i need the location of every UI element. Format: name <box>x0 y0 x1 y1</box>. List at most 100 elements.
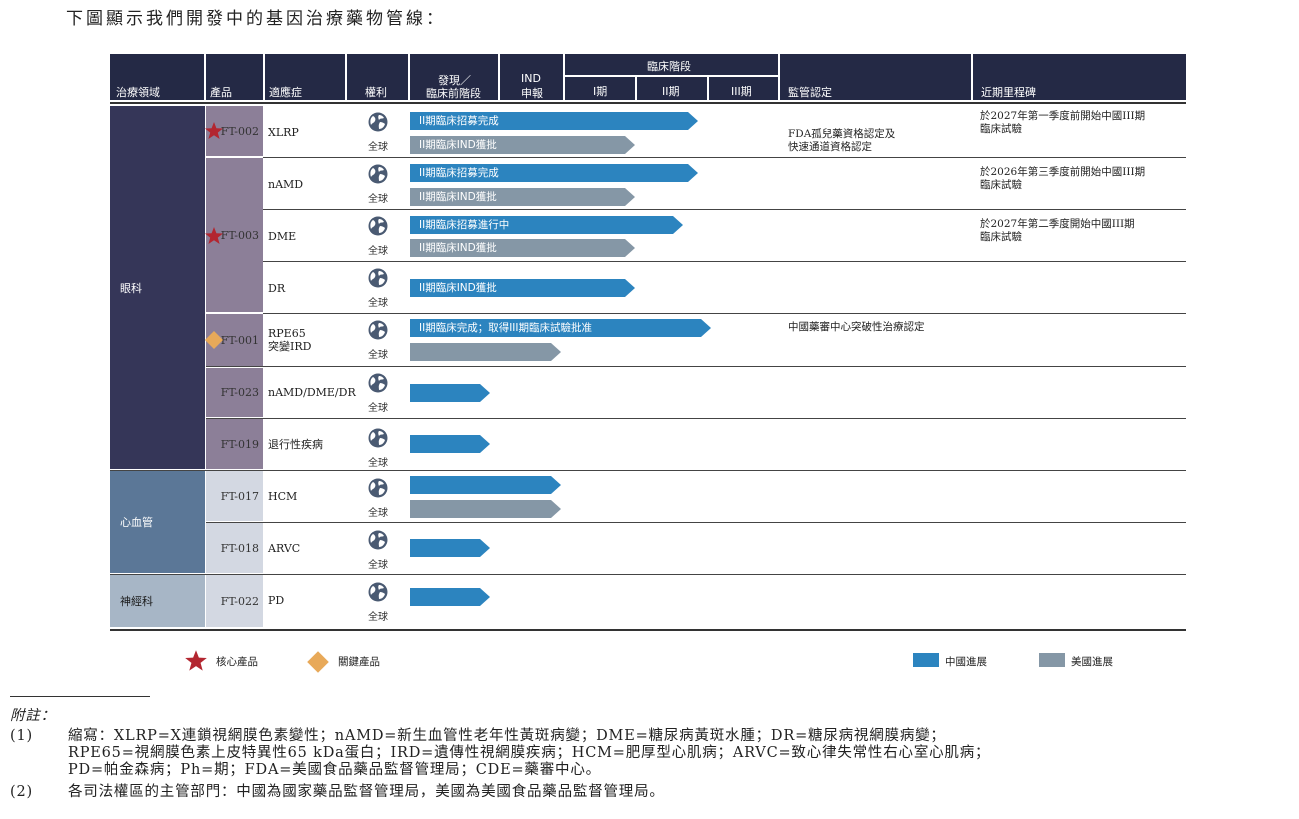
header-phase2: II期 <box>637 77 707 100</box>
rights-label: 全球 <box>368 298 388 309</box>
note-line: PD=帕金森病；Ph=期；FDA=美國食品藥品監督管理局；CDE=藥審中心。 <box>68 762 601 778</box>
product-ft-023: FT-023 <box>206 368 263 417</box>
indication-label: 退行性疾病 <box>268 438 323 451</box>
rights-label: 全球 <box>368 560 388 571</box>
table-bottom-border <box>110 629 1186 631</box>
us-progress-bar: II期臨床IND獲批 <box>410 188 635 206</box>
product-code: FT-001 <box>220 333 259 347</box>
legend-us-swatch <box>1039 653 1065 667</box>
china-progress-bar <box>410 588 490 606</box>
rights-label: 全球 <box>368 194 388 205</box>
china-progress-bar: II期臨床IND獲批 <box>410 279 635 297</box>
note-line: RPE65=視網膜色素上皮特異性65 kDa蛋白；IRD=遺傳性視網膜疾病；HC… <box>68 745 991 761</box>
product-code: FT-019 <box>220 437 259 451</box>
us-progress-bar: II期臨床IND獲批 <box>410 239 635 257</box>
rights-label: 全球 <box>368 142 388 153</box>
indication-label: RPE65 突變IRD <box>268 327 312 353</box>
note-line: 各司法權區的主管部門：中國為國家藥品監督管理局，美國為美國食品藥品監督管理局。 <box>68 784 665 800</box>
regulatory-designation: FDA孤兒藥資格認定及 快速通道資格認定 <box>788 128 896 153</box>
globe-icon <box>368 428 388 448</box>
rights-label: 全球 <box>368 246 388 257</box>
indication-label: XLRP <box>268 126 299 139</box>
legend-china-swatch <box>913 653 939 667</box>
area-cardiovascular: 心血管 <box>110 471 205 573</box>
indication-label: DME <box>268 230 297 243</box>
rights-label: 全球 <box>368 403 388 414</box>
header-clinical: 臨床階段 <box>565 54 778 75</box>
product-code: FT-023 <box>220 386 259 399</box>
header-divider <box>110 102 1186 104</box>
header-product: 產品 <box>206 54 263 100</box>
row-divider <box>263 313 1186 314</box>
product-code: FT-018 <box>220 541 259 555</box>
header-indication: 適應症 <box>265 54 345 100</box>
header-milestones: 近期里程碑 <box>973 54 1186 100</box>
indication-label: DR <box>268 282 286 295</box>
header-regulatory: 監管認定 <box>780 54 971 100</box>
china-progress-bar <box>410 384 490 402</box>
product-code: FT-017 <box>220 489 259 503</box>
rights-label: 全球 <box>368 350 388 361</box>
product-ft-019: FT-019 <box>206 419 263 469</box>
globe-icon <box>368 582 388 602</box>
product-code: FT-003 <box>220 228 259 242</box>
globe-icon <box>368 216 388 236</box>
product-ft-017: FT-017 <box>206 471 263 521</box>
us-progress-bar: II期臨床IND獲批 <box>410 136 635 154</box>
globe-icon <box>368 112 388 132</box>
us-progress-bar <box>410 343 561 361</box>
area-ophthalmology: 眼科 <box>110 106 205 469</box>
legend-star-icon <box>185 650 207 671</box>
legend-diamond-icon <box>307 651 329 673</box>
row-divider <box>110 574 1186 575</box>
product-code: FT-002 <box>220 124 259 138</box>
header-rights: 權利 <box>347 54 408 100</box>
rights-label: 全球 <box>368 612 388 623</box>
indication-label: PD <box>268 594 285 607</box>
star-icon <box>205 227 223 244</box>
globe-icon <box>368 373 388 393</box>
china-progress-bar: II期臨床招募進行中 <box>410 216 683 234</box>
china-progress-bar: II期臨床完成；取得III期臨床試驗批准 <box>410 319 711 337</box>
row-divider <box>110 470 1186 471</box>
row-divider <box>206 522 1186 523</box>
header-phase1: I期 <box>565 77 635 100</box>
indication-label: HCM <box>268 490 298 503</box>
globe-icon <box>368 268 388 288</box>
legend-core-product: 核心產品 <box>216 656 258 668</box>
us-progress-bar <box>410 500 561 518</box>
globe-icon <box>368 478 388 498</box>
milestone-text: 於2027年第二季度開始中國III期 臨床試驗 <box>980 218 1135 243</box>
area-neurology: 神經科 <box>110 575 205 627</box>
diamond-icon <box>205 331 223 349</box>
row-divider <box>263 157 1186 158</box>
row-divider <box>206 366 1186 367</box>
indication-label: nAMD/DME/DR <box>268 386 356 399</box>
row-divider <box>206 418 1186 419</box>
header-area: 治療領域 <box>110 54 204 100</box>
globe-icon <box>368 320 388 340</box>
globe-icon <box>368 530 388 550</box>
regulatory-designation: 中國藥審中心突破性治療認定 <box>788 321 925 333</box>
notes-title: 附註： <box>10 708 56 724</box>
header-ind: IND 申報 <box>500 54 563 100</box>
header-discovery: 發現／ 臨床前階段 <box>410 54 498 100</box>
note-number: (2) <box>10 784 33 800</box>
indication-label: nAMD <box>268 178 304 191</box>
china-progress-bar <box>410 539 490 557</box>
note-line: 縮寫：XLRP=X連鎖視網膜色素變性；nAMD=新生血管性老年性黃斑病變；DME… <box>68 728 946 744</box>
globe-icon <box>368 164 388 184</box>
product-ft-018: FT-018 <box>206 523 263 573</box>
note-number: (1) <box>10 728 33 744</box>
legend-china: 中國進展 <box>945 656 987 668</box>
rights-label: 全球 <box>368 458 388 469</box>
product-ft-022: FT-022 <box>206 575 263 627</box>
china-progress-bar: II期臨床招募完成 <box>410 164 698 182</box>
china-progress-bar <box>410 435 490 453</box>
china-progress-bar: II期臨床招募完成 <box>410 112 698 130</box>
milestone-text: 於2027年第一季度前開始中國III期 臨床試驗 <box>980 110 1146 135</box>
china-progress-bar <box>410 476 561 494</box>
intro-text: 下圖顯示我們開發中的基因治療藥物管線： <box>66 9 446 29</box>
rights-label: 全球 <box>368 508 388 519</box>
notes-divider <box>10 696 150 697</box>
